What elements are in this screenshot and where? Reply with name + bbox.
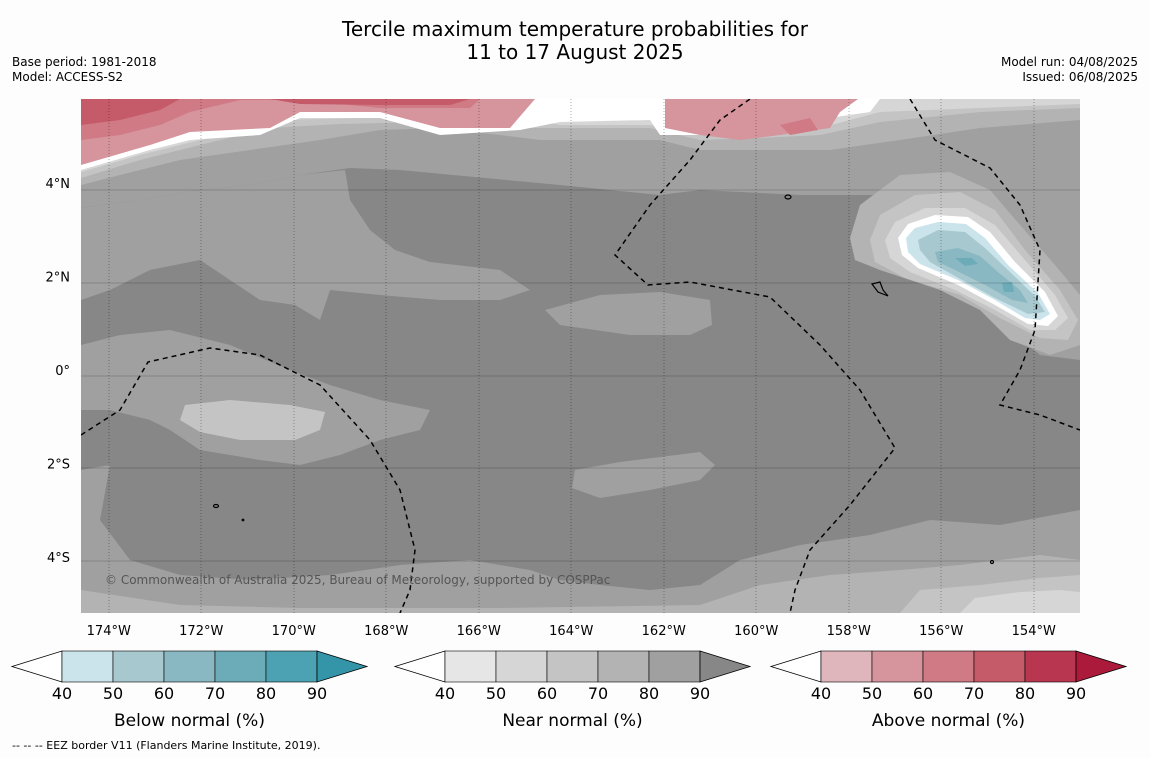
near-normal-80-south-band: [572, 452, 715, 498]
colorbar-below-normal: 40 50 60 70 80 90 Below normal (%): [10, 650, 369, 731]
colorbar-tick-label: 60: [537, 684, 557, 703]
colorbar-tick-label: 80: [639, 684, 659, 703]
colorbar-max-triangle: [699, 650, 752, 683]
above-normal-70-patch-2: [270, 99, 470, 105]
y-tick-label: 4°S: [47, 551, 70, 566]
issued-text: Issued: 06/08/2025: [1022, 70, 1138, 84]
colorbar-segment: [973, 650, 1026, 683]
x-tick-label: 170°W: [272, 624, 316, 639]
colorbar-tick-label: 40: [435, 684, 455, 703]
near-normal-70-bottom-band: [81, 555, 1080, 613]
colorbar-tick-label: 40: [811, 684, 831, 703]
y-axis-ticks: 4°N 2°N 0° 2°S 4°S: [46, 177, 71, 566]
colorbar-tick-label: 50: [862, 684, 882, 703]
colorbar-min-triangle: [10, 650, 63, 683]
x-tick-label: 174°W: [87, 624, 131, 639]
colorbar-segment: [61, 650, 114, 683]
near-normal-80-right-band: [545, 292, 712, 335]
colorbar-title: Below normal (%): [114, 711, 265, 731]
x-tick-label: 156°W: [919, 624, 963, 639]
colorbar-tick-label: 50: [103, 684, 123, 703]
x-tick-label: 164°W: [549, 624, 593, 639]
y-tick-label: 2°S: [47, 457, 70, 472]
colorbar-tick-label: 70: [588, 684, 608, 703]
colorbar-segment: [495, 650, 548, 683]
meta-right: Model run: 04/08/2025 Issued: 06/08/2025: [1001, 55, 1138, 85]
colorbar-segment: [922, 650, 975, 683]
above-normal-70-patch: [81, 99, 180, 125]
colorbars: 40 50 60 70 80 90 Below normal (%) 40 50 60 70 80 90…: [10, 650, 1128, 731]
colorbar-tick-label: 40: [52, 684, 72, 703]
x-tick-label: 160°W: [734, 624, 778, 639]
colorbar-segment: [214, 650, 267, 683]
gridlines: [81, 189, 1080, 562]
chart-title: Tercile maximum temperature probabilitie…: [342, 17, 808, 64]
eez-footnote: -- -- -- EEZ border V11 (Flanders Marine…: [12, 739, 321, 752]
colorbar-tick-label: 50: [486, 684, 506, 703]
x-axis-ticks: 174°W 172°W 170°W 168°W 166°W 164°W 162°W 160°W…: [87, 624, 1056, 639]
above-normal-50-top-left: [81, 99, 535, 165]
colorbar-tick-label: 70: [964, 684, 984, 703]
colorbar-tick-label: 70: [205, 684, 225, 703]
colorbar-tick-label: 90: [1066, 684, 1086, 703]
colorbar-tick-label: 60: [154, 684, 174, 703]
x-tick-label: 154°W: [1012, 624, 1056, 639]
y-tick-label: 4°N: [46, 177, 71, 192]
colorbar-above-normal: 40 50 60 70 80 90 Above normal (%): [769, 650, 1128, 731]
colorbar-segment: [648, 650, 701, 683]
colorbar-segment: [597, 650, 650, 683]
model-text: Model: ACCESS-S2: [12, 70, 124, 84]
x-tick-label: 168°W: [364, 624, 408, 639]
near-normal-80-equator-lobe: [81, 330, 430, 465]
base-period-text: Base period: 1981-2018: [12, 55, 157, 69]
colorbar-tick-label: 80: [256, 684, 276, 703]
colorbar-segment: [265, 650, 318, 683]
colorbar-title: Above normal (%): [872, 711, 1025, 731]
colorbar-segment: [163, 650, 216, 683]
colorbar-segment: [546, 650, 599, 683]
islands: [212, 194, 995, 565]
x-tick-label: 172°W: [179, 624, 223, 639]
x-tick-label: 166°W: [457, 624, 501, 639]
x-tick-label: 158°W: [827, 624, 871, 639]
near-normal-80-left-lobe: [81, 170, 530, 320]
model-run-text: Model run: 04/08/2025: [1000, 55, 1138, 69]
above-normal-60-top-left: [81, 99, 480, 140]
map-area: © Commonwealth of Australia 2025, Bureau…: [81, 99, 1080, 613]
colorbar-segment: [871, 650, 924, 683]
colorbar-near-normal: 40 50 60 70 80 90 Near normal (%): [393, 650, 752, 731]
near-normal-70-equator-lobe: [180, 400, 325, 440]
colorbar-tick-label: 60: [913, 684, 933, 703]
y-tick-label: 2°N: [46, 271, 71, 286]
colorbar-max-triangle: [1075, 650, 1128, 683]
colorbar-tick-label: 80: [1015, 684, 1035, 703]
x-tick-label: 162°W: [642, 624, 686, 639]
copyright-text: © Commonwealth of Australia 2025, Bureau…: [105, 573, 610, 587]
below-normal-70-region-2: [1002, 282, 1014, 292]
y-tick-label: 0°: [55, 364, 70, 379]
colorbar-min-triangle: [393, 650, 446, 683]
colorbar-tick-label: 90: [307, 684, 327, 703]
colorbar-min-triangle: [769, 650, 822, 683]
above-normal-60-top-right: [780, 118, 818, 135]
near-normal-50-bottom-band: [960, 590, 1080, 613]
colorbar-title: Near normal (%): [502, 711, 642, 731]
below-normal-70-region: [955, 258, 978, 266]
colorbar-max-triangle: [316, 650, 369, 683]
meta-left: Base period: 1981-2018 Model: ACCESS-S2: [12, 55, 157, 85]
colorbar-segment: [820, 650, 873, 683]
colorbar-segment: [1024, 650, 1077, 683]
colorbar-segment: [112, 650, 165, 683]
eez-borders: [81, 99, 1080, 613]
colorbar-segment: [444, 650, 497, 683]
colorbar-tick-label: 90: [690, 684, 710, 703]
